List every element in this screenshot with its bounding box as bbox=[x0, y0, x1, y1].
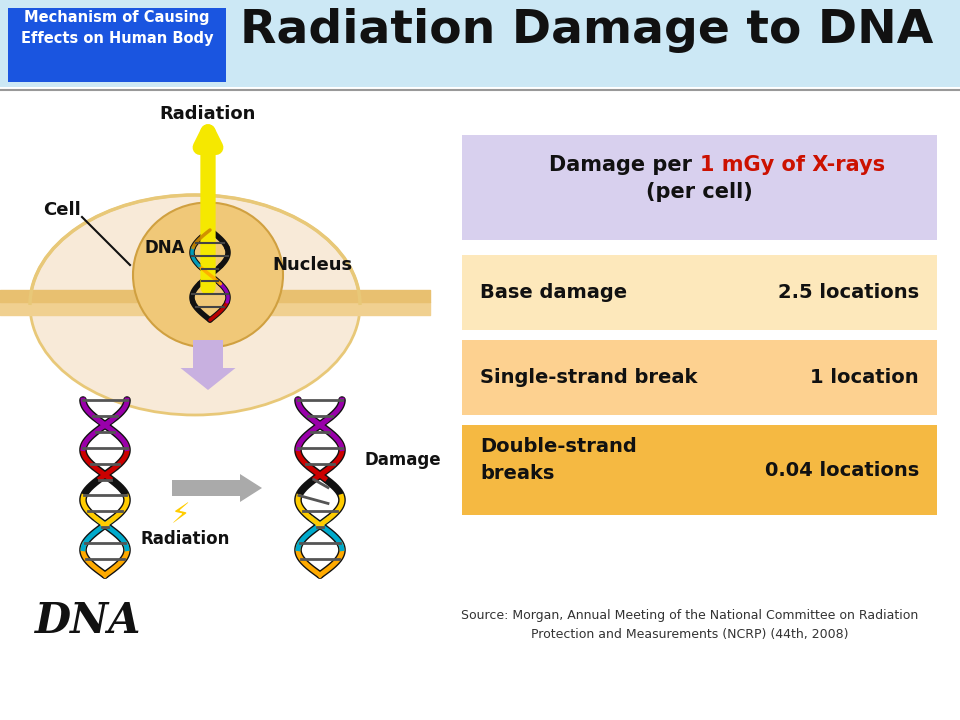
Text: Radiation Damage to DNA: Radiation Damage to DNA bbox=[240, 8, 933, 53]
Text: 2.5 locations: 2.5 locations bbox=[778, 283, 919, 302]
Ellipse shape bbox=[30, 195, 360, 415]
Text: Source: Morgan, Annual Meeting of the National Committee on Radiation
Protection: Source: Morgan, Annual Meeting of the Na… bbox=[462, 609, 919, 641]
Text: (per cell): (per cell) bbox=[646, 182, 753, 202]
FancyBboxPatch shape bbox=[462, 135, 937, 240]
FancyArrow shape bbox=[180, 340, 235, 390]
Text: Damage per: Damage per bbox=[549, 155, 700, 175]
FancyBboxPatch shape bbox=[0, 0, 960, 87]
Text: 0.04 locations: 0.04 locations bbox=[765, 461, 919, 480]
Text: ⚡: ⚡ bbox=[170, 501, 190, 529]
Text: Radiation: Radiation bbox=[159, 105, 256, 123]
Ellipse shape bbox=[133, 202, 283, 348]
Text: Radiation: Radiation bbox=[140, 530, 229, 548]
Text: DNA: DNA bbox=[145, 239, 185, 257]
Text: Nucleus: Nucleus bbox=[272, 256, 352, 274]
FancyBboxPatch shape bbox=[462, 340, 937, 415]
Text: DNA: DNA bbox=[35, 600, 141, 642]
FancyBboxPatch shape bbox=[462, 425, 937, 515]
Text: Cell: Cell bbox=[43, 201, 81, 219]
Text: 1 mGy of X-rays: 1 mGy of X-rays bbox=[700, 155, 884, 175]
Text: Mechanism of Causing
Effects on Human Body: Mechanism of Causing Effects on Human Bo… bbox=[21, 10, 213, 46]
FancyArrow shape bbox=[172, 474, 262, 502]
Text: Base damage: Base damage bbox=[480, 283, 627, 302]
Text: 1 location: 1 location bbox=[810, 368, 919, 387]
FancyBboxPatch shape bbox=[462, 255, 937, 330]
FancyBboxPatch shape bbox=[8, 8, 226, 82]
Text: Double-strand
breaks: Double-strand breaks bbox=[480, 437, 636, 482]
Text: Damage: Damage bbox=[365, 451, 442, 469]
Text: Single-strand break: Single-strand break bbox=[480, 368, 697, 387]
